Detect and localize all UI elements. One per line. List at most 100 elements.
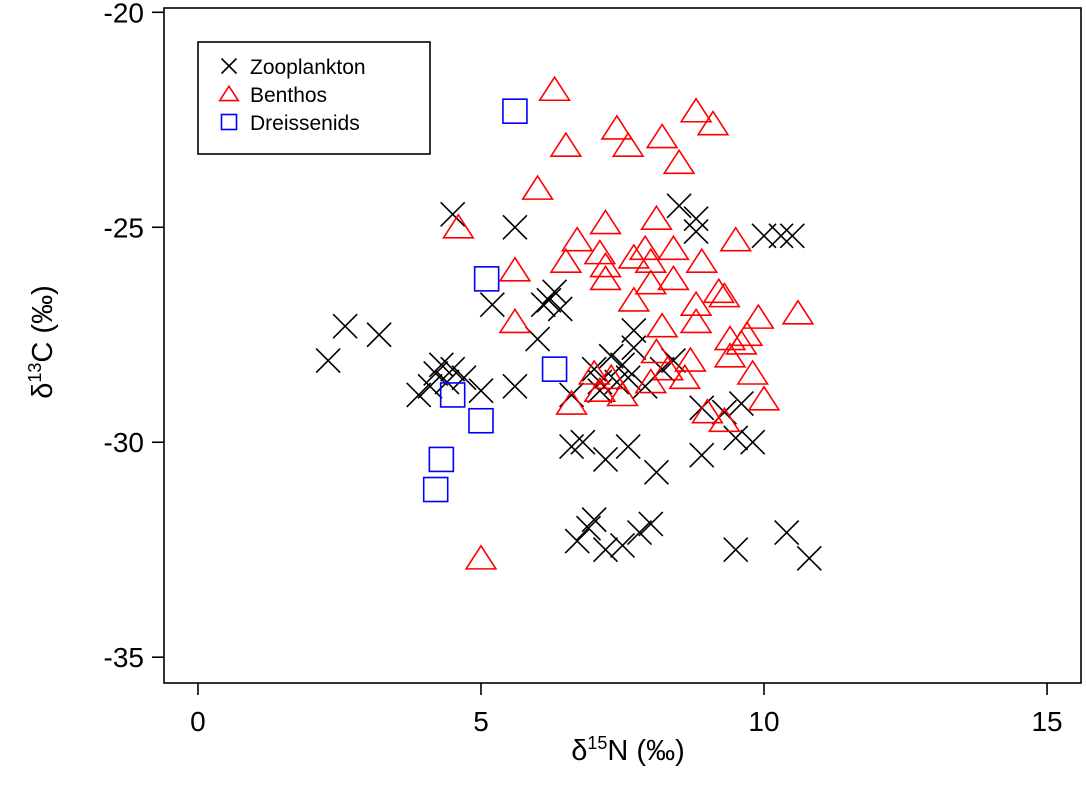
zooplankton-point — [440, 356, 466, 382]
benthos-point — [600, 114, 634, 140]
benthos-point — [679, 307, 713, 334]
benthos-point — [691, 398, 724, 424]
zooplankton-point — [609, 532, 636, 558]
x-tick-label: 15 — [1031, 706, 1062, 737]
dreissenids-point — [428, 446, 455, 473]
zooplankton-point — [740, 429, 766, 455]
zooplankton-point — [434, 369, 460, 395]
zooplankton-point — [774, 519, 800, 546]
zooplankton-point — [530, 292, 556, 318]
zooplankton-point — [366, 322, 392, 348]
benthos-point — [742, 303, 775, 329]
zooplankton-point — [683, 219, 709, 245]
benthos-point — [645, 312, 679, 338]
benthos-point — [685, 247, 719, 274]
zooplankton-point — [315, 347, 341, 374]
benthos-point — [640, 204, 673, 231]
zooplankton-point — [723, 537, 749, 563]
benthos-point — [498, 256, 532, 282]
x-tick-label: 0 — [190, 706, 206, 737]
benthos-point — [577, 359, 611, 385]
zooplankton-point — [332, 313, 358, 339]
legend-zooplankton-marker — [220, 57, 238, 75]
data-points — [315, 75, 822, 571]
benthos-point — [441, 213, 475, 239]
benthos-point — [617, 243, 651, 269]
zooplankton-point — [768, 223, 794, 249]
y-tick-label: -35 — [104, 642, 144, 673]
zooplankton-point — [779, 223, 805, 249]
benthos-point — [662, 148, 696, 175]
benthos-point — [589, 209, 622, 235]
zooplankton-point — [502, 373, 528, 399]
benthos-point — [719, 226, 753, 252]
zooplankton-point — [547, 296, 573, 322]
legend-zooplankton-label: Zooplankton — [250, 56, 366, 79]
benthos-point — [538, 75, 571, 102]
benthos-point — [696, 110, 730, 136]
dreissenids-point — [468, 407, 494, 434]
benthos-point — [560, 226, 594, 252]
benthos-point — [674, 346, 707, 372]
benthos-point — [640, 337, 673, 364]
x-tick-label: 10 — [748, 706, 779, 737]
zooplankton-point — [451, 365, 477, 391]
zooplankton-point — [638, 511, 664, 537]
legend-dreissenids-marker — [220, 113, 238, 131]
dreissenids-point — [473, 266, 500, 292]
zooplankton-point — [723, 425, 749, 451]
benthos-point — [549, 131, 583, 157]
benthos-point — [594, 363, 628, 390]
legend-benthos-label: Benthos — [250, 84, 327, 107]
zooplankton-point — [479, 292, 505, 318]
benthos-point — [668, 363, 702, 390]
benthos-point — [645, 123, 679, 149]
x-axis-title: δ15N (‰) — [571, 733, 685, 767]
axes: 0 5 10 15 -20 -25 -30 -35 — [104, 0, 1063, 737]
zooplankton-point — [643, 459, 670, 485]
benthos-point — [708, 406, 741, 433]
benthos-point — [555, 389, 588, 415]
y-axis-title: δ13C (‰) — [25, 285, 59, 399]
zooplankton-point — [621, 317, 647, 344]
benthos-point — [617, 286, 651, 312]
zooplankton-point — [570, 429, 596, 455]
dreissenids-point — [541, 356, 568, 382]
zooplankton-point — [626, 519, 653, 546]
benthos-point — [702, 277, 736, 304]
legend: Zooplankton Benthos Dreissenids — [197, 41, 431, 155]
zooplankton-point — [542, 279, 568, 305]
zooplankton-point — [592, 537, 619, 563]
benthos-point — [606, 380, 639, 407]
legend-benthos-marker — [218, 84, 240, 102]
zooplankton-point — [609, 352, 636, 378]
benthos-point — [549, 247, 583, 274]
zooplankton-point — [683, 206, 709, 232]
zooplankton-point — [564, 528, 590, 554]
zooplankton-point — [796, 545, 822, 571]
benthos-point — [679, 290, 713, 317]
benthos-point — [634, 269, 668, 295]
zooplankton-point — [666, 193, 692, 219]
y-tick-label: -20 — [104, 0, 144, 28]
benthos-point — [634, 368, 668, 394]
legend-entries: Zooplankton Benthos Dreissenids — [218, 56, 366, 135]
benthos-point — [464, 544, 498, 570]
y-tick-label: -30 — [104, 427, 144, 458]
benthos-point — [708, 282, 741, 308]
zooplankton-point — [581, 507, 607, 533]
zooplankton-point — [615, 433, 641, 460]
benthos-point — [657, 264, 690, 291]
legend-dreissenids-label: Dreissenids — [250, 112, 360, 135]
dreissenids-point — [439, 382, 466, 408]
zooplankton-point — [502, 214, 528, 240]
benthos-point — [713, 342, 747, 368]
dreissenids-point — [422, 476, 449, 503]
zooplankton-point — [423, 360, 449, 387]
benthos-point — [634, 247, 668, 274]
zooplankton-point — [689, 442, 715, 468]
zooplankton-point — [581, 356, 607, 382]
benthos-point — [679, 97, 713, 123]
benthos-point — [521, 174, 554, 200]
